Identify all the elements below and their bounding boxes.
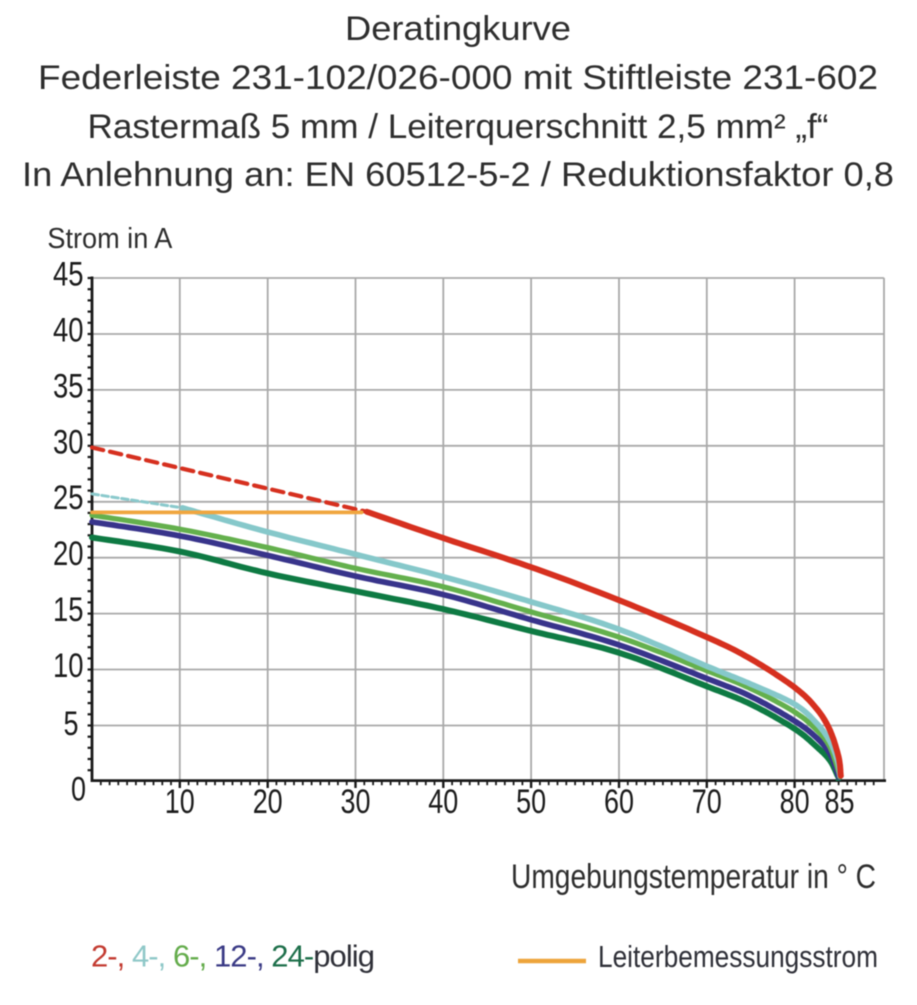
svg-text:10: 10 bbox=[165, 783, 195, 821]
svg-text:45: 45 bbox=[53, 256, 84, 294]
svg-text:In Anlehnung an: EN 60512-5-2: In Anlehnung an: EN 60512-5-2 / Reduktio… bbox=[22, 156, 894, 194]
svg-text:40: 40 bbox=[428, 783, 458, 821]
svg-text:Rastermaß 5 mm / Leiterquersch: Rastermaß 5 mm / Leiterquerschnitt 2,5 m… bbox=[88, 108, 829, 146]
svg-text:Deratingkurve: Deratingkurve bbox=[345, 10, 571, 48]
svg-text:20: 20 bbox=[53, 535, 84, 573]
svg-text:Federleiste 231-102/026-000 mi: Federleiste 231-102/026-000 mit Stiftlei… bbox=[38, 59, 878, 97]
svg-text:30: 30 bbox=[53, 423, 84, 461]
svg-text:50: 50 bbox=[516, 783, 546, 821]
svg-text:Umgebungstemperatur in ° C: Umgebungstemperatur in ° C bbox=[511, 858, 876, 896]
svg-text:70: 70 bbox=[692, 783, 722, 821]
svg-text:40: 40 bbox=[53, 312, 84, 350]
svg-text:Leiterbemessungsstrom: Leiterbemessungsstrom bbox=[598, 939, 878, 974]
svg-text:10: 10 bbox=[53, 647, 84, 685]
svg-text:60: 60 bbox=[604, 783, 634, 821]
svg-text:15: 15 bbox=[53, 591, 84, 629]
svg-text:30: 30 bbox=[341, 783, 371, 821]
svg-text:35: 35 bbox=[53, 367, 84, 405]
svg-text:80: 80 bbox=[780, 783, 810, 821]
svg-text:Strom in A: Strom in A bbox=[47, 223, 173, 255]
svg-text:25: 25 bbox=[53, 479, 84, 517]
svg-text:5: 5 bbox=[64, 705, 79, 743]
svg-text:20: 20 bbox=[253, 783, 283, 821]
svg-text:85: 85 bbox=[825, 783, 855, 821]
svg-text:2-, 4-, 6-, 12-, 24-polig: 2-, 4-, 6-, 12-, 24-polig bbox=[91, 939, 374, 974]
svg-text:0: 0 bbox=[71, 771, 86, 809]
